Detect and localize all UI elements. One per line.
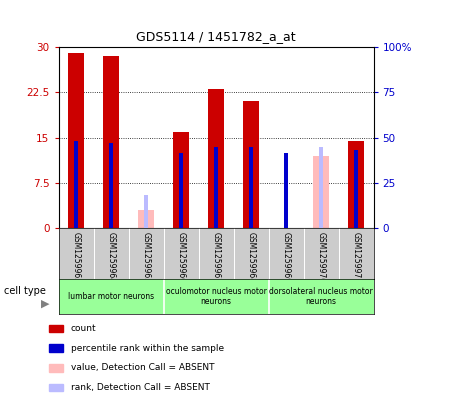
Text: GSM1259968: GSM1259968 (247, 232, 256, 283)
Bar (49, 364, 63, 372)
Bar (144, 195, 148, 228)
Text: GSM1259967: GSM1259967 (212, 232, 220, 283)
Text: oculomotor nucleus motor
neurons: oculomotor nucleus motor neurons (166, 287, 266, 307)
Text: GSM1259971: GSM1259971 (351, 232, 360, 283)
Text: GSM1259963: GSM1259963 (72, 232, 81, 283)
Bar (74, 141, 78, 228)
Text: count: count (71, 324, 96, 333)
Bar (348, 141, 364, 228)
Bar (214, 147, 218, 228)
Bar (138, 210, 154, 228)
Bar (68, 53, 84, 228)
Text: rank, Detection Call = ABSENT: rank, Detection Call = ABSENT (71, 383, 210, 392)
Text: cell type: cell type (4, 286, 46, 296)
Bar (173, 132, 189, 228)
Bar (313, 156, 329, 228)
Bar (49, 325, 63, 332)
Bar (249, 147, 253, 228)
Text: GSM1259966: GSM1259966 (176, 232, 185, 283)
Text: dorsolateral nucleus motor
neurons: dorsolateral nucleus motor neurons (269, 287, 373, 307)
Bar (243, 101, 259, 228)
Text: GSM1259970: GSM1259970 (316, 232, 325, 283)
Text: value, Detection Call = ABSENT: value, Detection Call = ABSENT (71, 364, 214, 372)
Bar (109, 143, 113, 228)
Bar (49, 384, 63, 391)
Text: lumbar motor neurons: lumbar motor neurons (68, 292, 154, 301)
Bar (103, 56, 119, 228)
Bar (49, 344, 63, 352)
Bar (319, 147, 323, 228)
Bar (284, 153, 288, 228)
Bar (208, 89, 224, 228)
Text: GSM1259964: GSM1259964 (107, 232, 116, 283)
Text: percentile rank within the sample: percentile rank within the sample (71, 344, 224, 353)
Text: GSM1259965: GSM1259965 (141, 232, 150, 283)
Bar (354, 150, 358, 228)
Text: GSM1259969: GSM1259969 (282, 232, 291, 283)
Text: ▶: ▶ (41, 299, 49, 309)
Bar (179, 153, 183, 228)
Title: GDS5114 / 1451782_a_at: GDS5114 / 1451782_a_at (136, 30, 296, 43)
